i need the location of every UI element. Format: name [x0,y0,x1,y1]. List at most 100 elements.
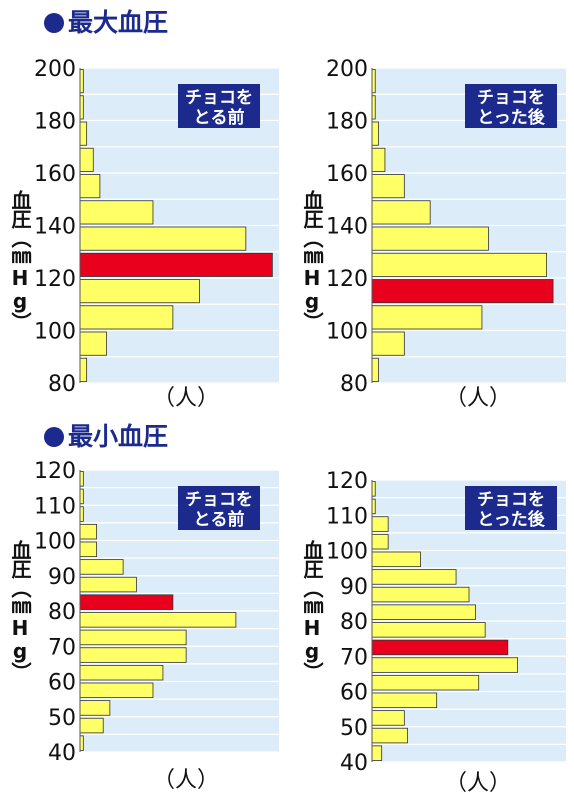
condition-label-text: チョコを [477,88,545,108]
y-tick-label: 100 [34,530,76,555]
chart-panel-diastolic-after: 血圧（㎜Hg） 40 50 60 70 80 90 100 110 120 チョコを とった後 （人… [290,440,574,800]
y-tick-label: 80 [48,372,76,397]
bar [79,576,137,593]
bar [371,200,431,225]
bar [79,559,124,575]
bar [79,357,88,382]
bar [79,700,111,716]
bar [79,523,97,540]
y-tick-label: 200 [34,57,76,82]
y-tick-label: 50 [48,706,76,731]
condition-label-box [178,84,260,128]
y-tick-label: 40 [48,741,76,766]
bar [371,674,480,691]
y-tick-label: 180 [34,110,76,135]
x-axis-label: （人） [445,771,512,796]
bar [371,226,489,251]
y-axis-label: 血圧（㎜Hg） [300,190,324,331]
y-tick-label: 110 [326,504,368,529]
bar [371,622,486,638]
bar-highlight [371,279,554,304]
bar [79,331,107,356]
y-axis-label: 血圧（㎜Hg） [8,540,32,681]
condition-label-text: チョコを [185,490,253,510]
y-tick-label: 120 [34,267,76,292]
y-tick-label: 40 [340,751,368,776]
bar [79,305,174,330]
y-tick-label: 200 [326,57,368,82]
bar [371,745,383,761]
bar [79,174,101,199]
x-axis-label: （人） [445,386,512,411]
bar-highlight [371,639,509,656]
condition-label-text: とった後 [477,107,545,128]
systolic-title-text: 最大血圧 [68,8,169,37]
y-axis-label: 血圧（㎜Hg） [8,190,32,331]
bar [371,331,405,356]
bar [371,357,379,382]
bar [371,516,389,532]
diastolic-section-title: 最小血圧 [44,424,168,449]
y-tick-label: 80 [340,610,368,635]
bullet-dot-icon [44,426,64,447]
bar [79,121,88,146]
chart-panel-systolic-after: 血圧（㎜Hg） 80 100 120 140 160 180 200 チョコを とった後 （人） [290,0,574,420]
bar [79,647,187,663]
systolic-section-title: 最大血圧 [44,10,168,35]
bar [371,551,421,568]
bar [371,147,386,172]
y-tick-label: 100 [326,540,368,565]
condition-label-box [465,84,557,128]
y-tick-label: 80 [340,372,368,397]
bar-highlight [79,594,174,610]
y-tick-label: 50 [340,716,368,741]
bar [371,533,389,550]
bar [79,279,200,304]
bar [79,226,247,251]
y-tick-label: 160 [326,162,368,187]
bar [371,121,379,146]
condition-label-text: チョコを [477,490,545,510]
condition-label-text: とる前 [194,107,245,128]
y-tick-label: 140 [326,215,368,240]
bar [371,727,408,744]
condition-label-text: チョコを [185,88,253,108]
y-tick-label: 110 [34,494,76,519]
condition-label-box [178,486,260,530]
y-tick-label: 60 [48,671,76,696]
y-tick-label: 160 [34,162,76,187]
diastolic-title-text: 最小血圧 [68,422,169,451]
chart-panel-systolic-before: 血圧（㎜Hg） 80 100 120 140 160 180 200 チョコを とる前 （人） [0,0,290,420]
y-tick-label: 60 [340,681,368,706]
bar [371,692,438,709]
bar [79,541,97,558]
y-tick-label: 70 [340,645,368,670]
y-tick-label: 90 [48,565,76,590]
bar [371,174,405,199]
bar [79,200,154,225]
y-tick-label: 100 [34,320,76,345]
bar [371,305,483,330]
bar [79,147,94,172]
condition-label-text: とった後 [477,509,545,530]
bar [371,586,470,603]
chart-panel-diastolic-before: 血圧（㎜Hg） 40 50 60 70 80 90 100 110 120 チョコを とる前 （人） [0,440,290,800]
bar-highlight [79,252,273,277]
x-axis-label: （人） [153,386,220,411]
condition-label-box [465,486,557,530]
y-tick-label: 100 [326,320,368,345]
bar [79,612,237,628]
y-tick-label: 90 [340,575,368,600]
bar [79,682,154,699]
bar [371,710,405,726]
y-tick-label: 120 [326,267,368,292]
condition-label-text: とる前 [194,509,245,530]
y-axis-label: 血圧（㎜Hg） [300,540,324,681]
bar [371,604,476,620]
y-tick-label: 120 [326,469,368,494]
bar [371,252,548,277]
